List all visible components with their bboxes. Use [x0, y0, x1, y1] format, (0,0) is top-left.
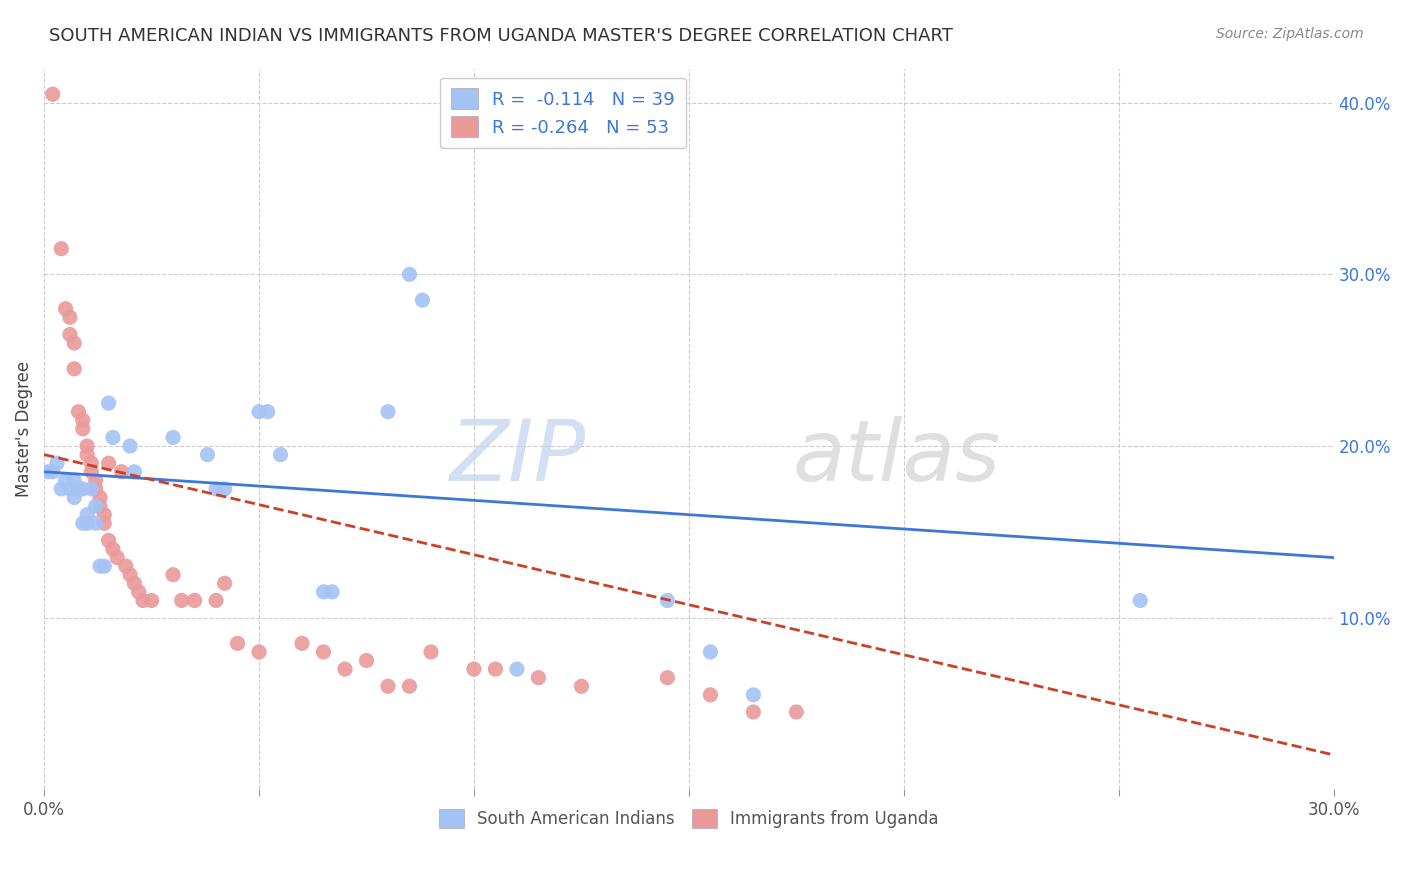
Point — [183, 593, 205, 607]
Point — [101, 430, 124, 444]
Y-axis label: Master's Degree: Master's Degree — [15, 360, 32, 497]
Point — [97, 396, 120, 410]
Point — [247, 405, 270, 419]
Point — [93, 516, 115, 531]
Point — [785, 705, 807, 719]
Point — [67, 482, 90, 496]
Point — [84, 474, 107, 488]
Point — [742, 688, 765, 702]
Point — [214, 482, 236, 496]
Point — [214, 576, 236, 591]
Point — [97, 456, 120, 470]
Point — [76, 516, 98, 531]
Point — [89, 499, 111, 513]
Point — [76, 448, 98, 462]
Point — [84, 482, 107, 496]
Point — [59, 310, 82, 325]
Point — [377, 405, 399, 419]
Text: Source: ZipAtlas.com: Source: ZipAtlas.com — [1216, 27, 1364, 41]
Point — [312, 645, 335, 659]
Point — [699, 645, 721, 659]
Text: ZIP: ZIP — [450, 417, 586, 500]
Point — [699, 688, 721, 702]
Text: SOUTH AMERICAN INDIAN VS IMMIGRANTS FROM UGANDA MASTER'S DEGREE CORRELATION CHAR: SOUTH AMERICAN INDIAN VS IMMIGRANTS FROM… — [49, 27, 953, 45]
Point — [72, 516, 94, 531]
Point — [162, 567, 184, 582]
Point — [46, 456, 69, 470]
Point — [411, 293, 433, 308]
Point — [197, 448, 219, 462]
Point — [59, 327, 82, 342]
Point — [51, 482, 73, 496]
Point — [41, 87, 63, 102]
Point — [84, 499, 107, 513]
Point — [120, 567, 142, 582]
Point — [657, 593, 679, 607]
Point — [76, 508, 98, 522]
Point — [321, 585, 343, 599]
Point — [484, 662, 506, 676]
Point — [742, 705, 765, 719]
Point — [80, 465, 103, 479]
Legend: South American Indians, Immigrants from Uganda: South American Indians, Immigrants from … — [433, 803, 945, 835]
Point — [80, 456, 103, 470]
Point — [63, 491, 86, 505]
Point — [270, 448, 292, 462]
Point — [205, 482, 228, 496]
Point — [55, 301, 77, 316]
Point — [205, 593, 228, 607]
Point — [170, 593, 193, 607]
Point — [89, 559, 111, 574]
Point — [291, 636, 314, 650]
Point — [124, 465, 146, 479]
Text: atlas: atlas — [792, 417, 1000, 500]
Point — [51, 242, 73, 256]
Point — [84, 516, 107, 531]
Point — [72, 422, 94, 436]
Point — [76, 439, 98, 453]
Point — [114, 559, 136, 574]
Point — [124, 576, 146, 591]
Point — [72, 413, 94, 427]
Point — [571, 679, 593, 693]
Point — [63, 336, 86, 351]
Point — [41, 465, 63, 479]
Point — [256, 405, 278, 419]
Point — [37, 465, 59, 479]
Point — [398, 679, 420, 693]
Point — [128, 585, 150, 599]
Point — [55, 474, 77, 488]
Point — [463, 662, 485, 676]
Point — [80, 482, 103, 496]
Point — [93, 508, 115, 522]
Point — [527, 671, 550, 685]
Point — [63, 361, 86, 376]
Point — [101, 541, 124, 556]
Point — [506, 662, 529, 676]
Point — [67, 405, 90, 419]
Point — [312, 585, 335, 599]
Point — [89, 491, 111, 505]
Point — [120, 439, 142, 453]
Point — [141, 593, 163, 607]
Point — [657, 671, 679, 685]
Point — [333, 662, 356, 676]
Point — [59, 482, 82, 496]
Point — [93, 559, 115, 574]
Point — [132, 593, 155, 607]
Point — [72, 482, 94, 496]
Point — [110, 465, 132, 479]
Point — [1129, 593, 1152, 607]
Point — [398, 268, 420, 282]
Point — [97, 533, 120, 548]
Point — [377, 679, 399, 693]
Point — [420, 645, 443, 659]
Point — [247, 645, 270, 659]
Point — [356, 653, 378, 667]
Point — [226, 636, 249, 650]
Point — [162, 430, 184, 444]
Point — [63, 474, 86, 488]
Point — [105, 550, 128, 565]
